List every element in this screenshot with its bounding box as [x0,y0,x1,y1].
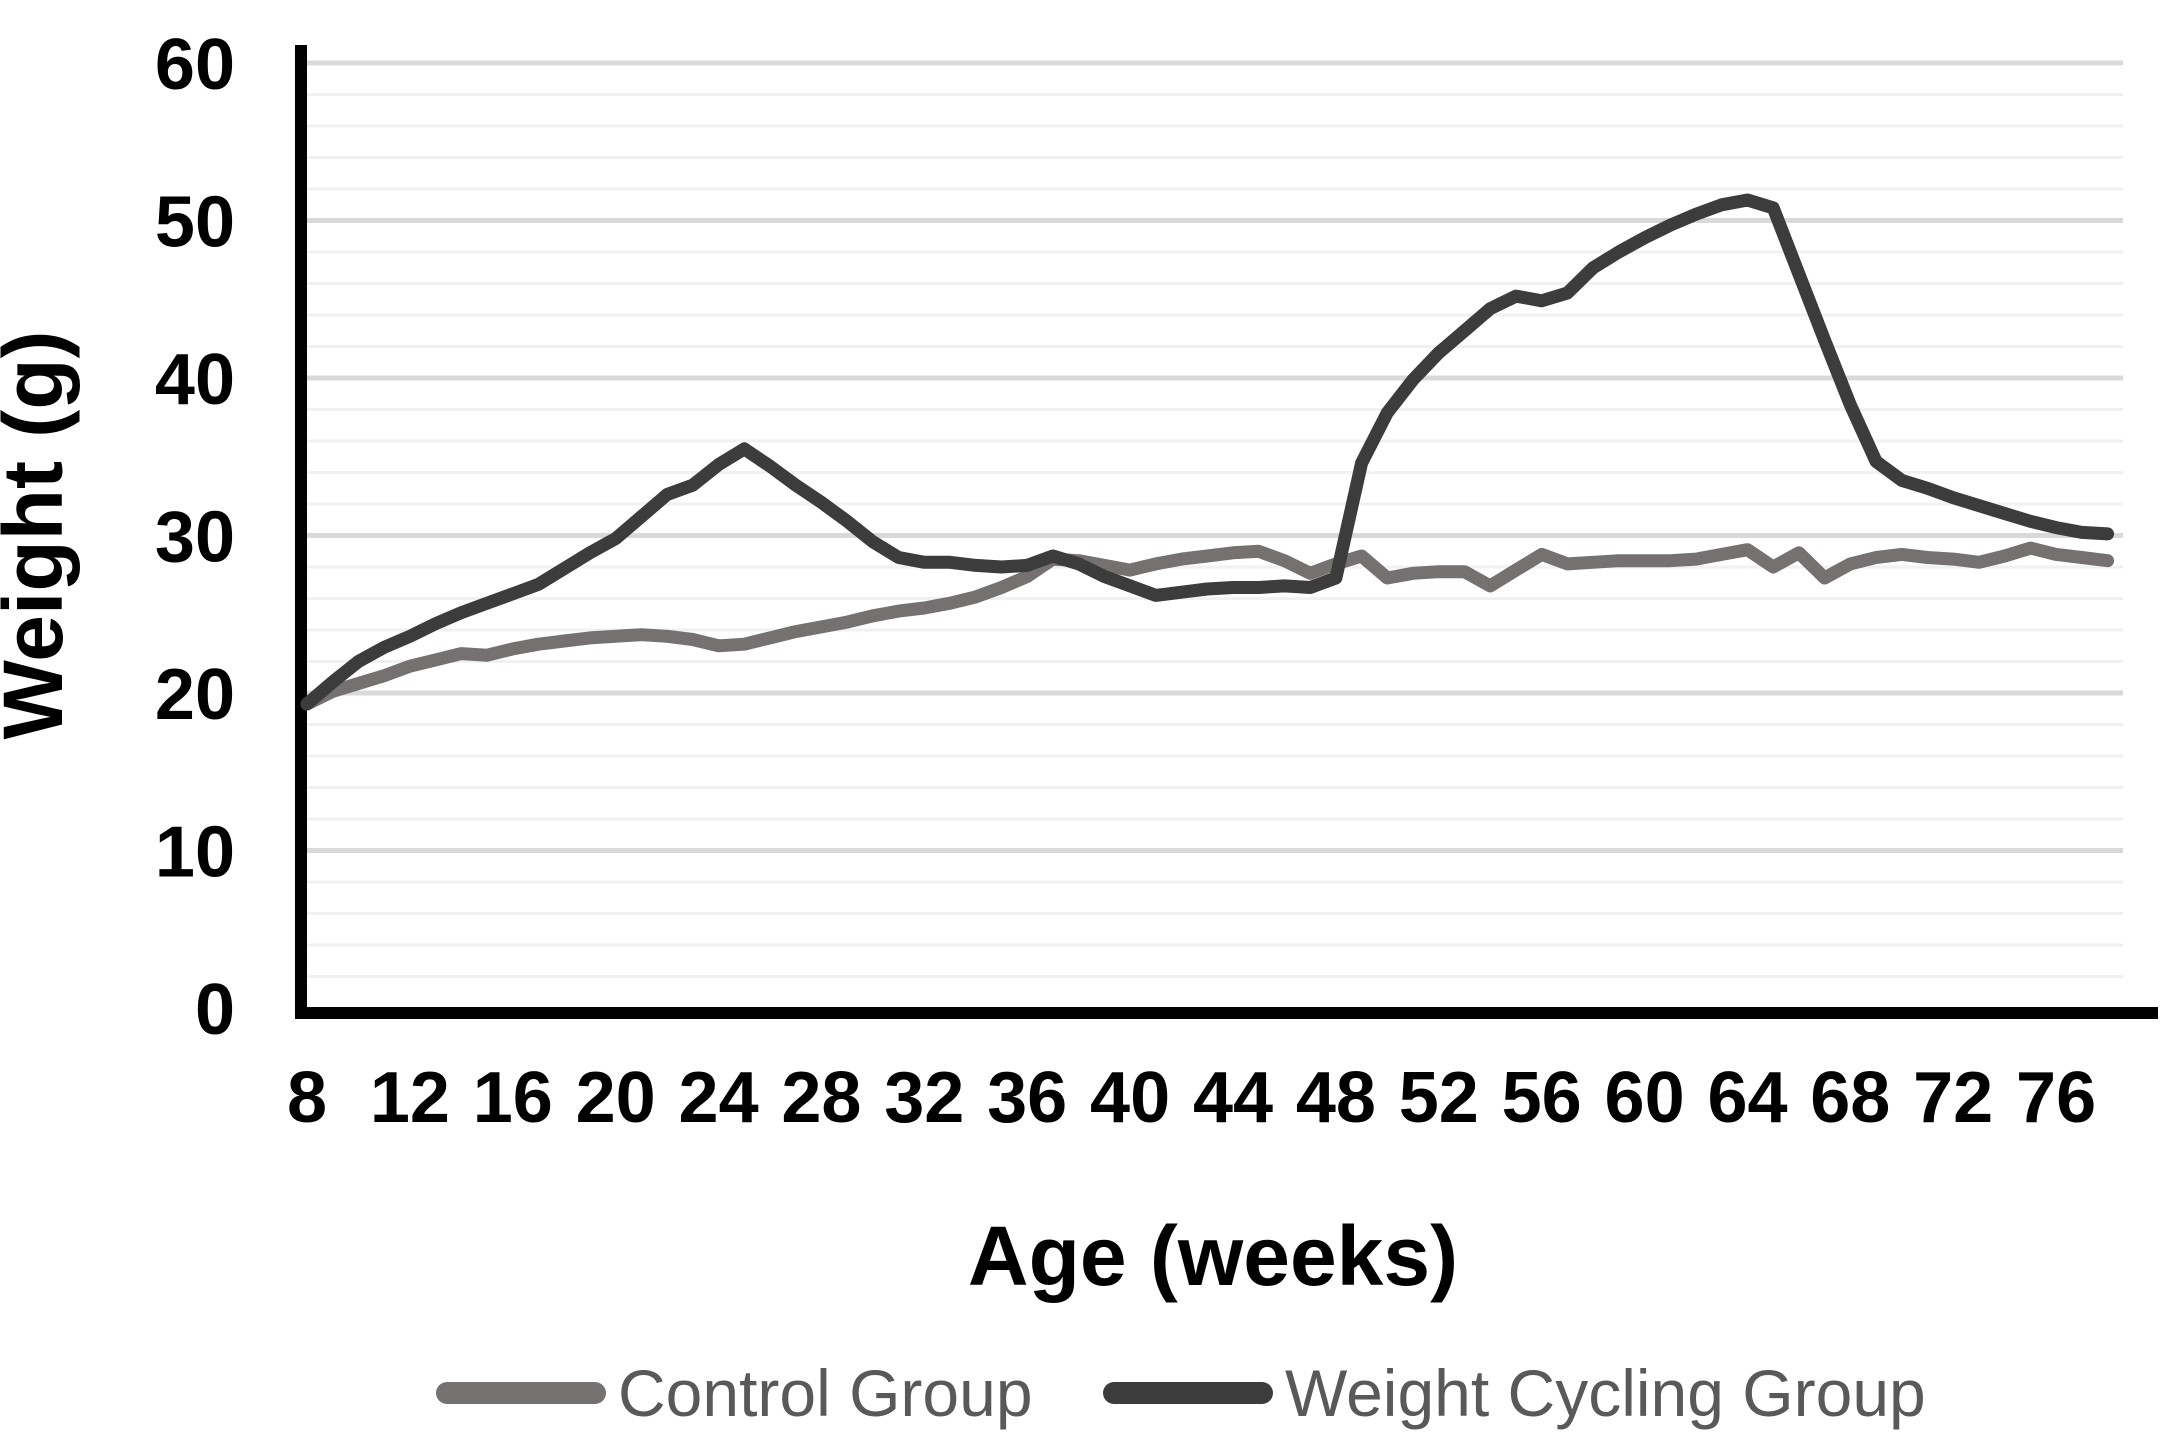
x-tick-label: 24 [679,1058,759,1138]
series-lines [300,193,2115,711]
x-tick-label: 40 [1090,1058,1170,1138]
y-tick-label: 20 [155,655,235,735]
x-tick-label: 64 [1707,1058,1787,1138]
legend: Control Group Weight Cycling Group [436,1356,1926,1430]
x-tick-label: 68 [1810,1058,1890,1138]
y-tick-label: 10 [155,813,235,893]
x-tick-label: 32 [884,1058,964,1138]
y-tick-label: 30 [155,498,235,578]
x-tick-label: 48 [1296,1058,1376,1138]
control-group-line [300,541,2115,711]
y-tick-label: 50 [155,183,235,263]
y-axis-title: Weight (g) [0,330,80,739]
x-tick-label: 28 [781,1058,861,1138]
x-tick-label: 60 [1605,1058,1685,1138]
y-tick-labels: 0 10 20 30 40 50 60 [155,25,235,1050]
x-tick-label: 52 [1399,1058,1479,1138]
x-tick-label: 12 [370,1058,450,1138]
x-tick-label: 16 [473,1058,553,1138]
x-tick-label: 20 [576,1058,656,1138]
legend-label-weight-cycling: Weight Cycling Group [1285,1356,1926,1430]
x-axis-title: Age (weeks) [968,1209,1458,1303]
y-tick-label: 60 [155,25,235,105]
x-tick-labels: 8 12 16 20 24 28 32 36 40 44 48 52 56 60 64 68 72 76 [287,1058,2096,1138]
gridlines [307,60,2123,978]
legend-label-control: Control Group [618,1356,1033,1430]
y-tick-label: 40 [155,340,235,420]
x-tick-label: 56 [1502,1058,1582,1138]
x-tick-label: 8 [287,1058,327,1138]
x-tick-label: 76 [2016,1058,2096,1138]
x-tick-label: 44 [1193,1058,1273,1138]
weight-cycling-group-line [300,193,2115,711]
y-tick-label: 0 [195,970,235,1050]
x-tick-label: 36 [987,1058,1067,1138]
x-tick-label: 72 [1913,1058,1993,1138]
